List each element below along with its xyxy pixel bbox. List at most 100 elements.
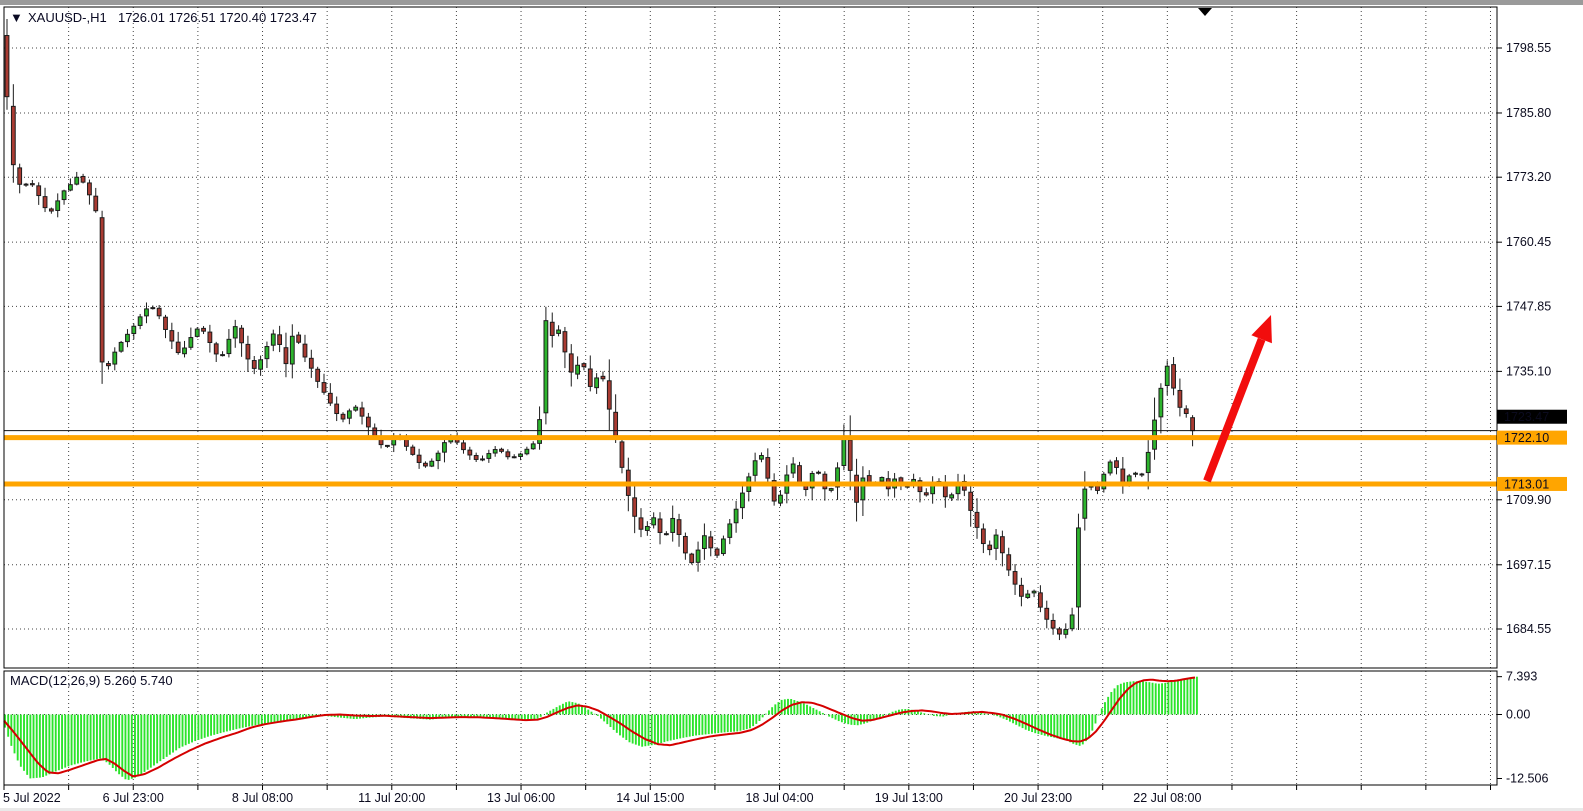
macd-tick-label: 0.00 <box>1506 708 1530 722</box>
candle-body <box>778 494 783 504</box>
time-tick-label: 5 Jul 2022 <box>3 791 61 805</box>
candle-body <box>1006 554 1012 571</box>
price-tag-box <box>1497 409 1567 424</box>
candle-body <box>353 406 359 411</box>
candle-body <box>182 347 187 355</box>
candle-body <box>150 307 156 310</box>
trend-arrow-head[interactable] <box>1251 315 1272 344</box>
candle-body <box>359 407 365 417</box>
candle-body <box>346 410 352 419</box>
candle-body <box>435 452 441 462</box>
candle-body <box>879 476 885 482</box>
candle-body <box>752 460 758 476</box>
candle-body <box>461 442 466 451</box>
time-tick-label: 8 Jul 08:00 <box>232 791 293 805</box>
candle-body <box>480 458 485 461</box>
price-chart[interactable]: 1798.55 1785.80 1773.20 1760.45 1747.85 1735.… <box>0 3 1583 811</box>
candle-body <box>270 333 276 346</box>
candle-body <box>1152 419 1157 450</box>
candle-body <box>987 544 993 551</box>
macd-tick-label: 7.393 <box>1506 670 1537 684</box>
candle-body <box>163 316 168 330</box>
main-panel-border <box>3 6 1498 669</box>
candle-body <box>385 444 390 447</box>
macd-panel-border <box>3 670 1498 786</box>
trend-arrow-shaft[interactable] <box>1203 337 1266 483</box>
candle-body <box>239 327 244 344</box>
time-axis[interactable]: 5 Jul 2022 6 Jul 23:00 8 Jul 08:00 11 Jul 2… <box>3 785 1491 805</box>
time-tick-label: 6 Jul 23:00 <box>103 791 164 805</box>
candle-body <box>651 517 657 526</box>
candle-body <box>80 175 86 183</box>
candle-body <box>993 534 999 549</box>
window-bottom-strip <box>0 808 1583 811</box>
candle-body <box>42 196 48 209</box>
trend-arrow-annotation[interactable] <box>1203 315 1272 483</box>
candle-body <box>1012 571 1018 585</box>
candle-body <box>1145 451 1151 474</box>
support-resistance-lines[interactable] <box>4 435 1497 487</box>
time-tick-label: 19 Jul 13:00 <box>875 791 943 805</box>
candle-body <box>404 439 409 447</box>
time-tick-label: 20 Jul 23:00 <box>1004 791 1072 805</box>
time-tick-label: 11 Jul 20:00 <box>358 791 425 805</box>
candle-body <box>771 480 777 502</box>
macd-signal-line <box>3 676 1196 778</box>
candle-body <box>1190 417 1195 432</box>
candle-body <box>816 471 821 474</box>
candle-body <box>600 375 606 380</box>
candle-body <box>663 533 669 536</box>
candle-body <box>169 330 175 342</box>
candle-body <box>974 511 980 528</box>
candle-body <box>809 472 815 489</box>
candle-body <box>606 380 612 410</box>
price-tick-label: 1709.90 <box>1506 493 1551 507</box>
chart-background <box>0 3 1583 811</box>
candle-body <box>980 528 986 545</box>
candle-body <box>1139 473 1145 476</box>
candle-body <box>727 523 733 538</box>
candle-body <box>594 377 600 389</box>
chart-titlebar: ▼ XAUUSD-,H1 1726.01 1726.51 1720.40 172… <box>10 10 317 25</box>
candle-body <box>1171 364 1176 389</box>
candle-body <box>36 185 42 197</box>
candle-body <box>740 492 745 509</box>
candle-body <box>112 351 118 365</box>
candle-body <box>1133 472 1138 475</box>
chart-title-ohlc: 1726.01 1726.51 1720.40 1723.47 <box>118 10 317 25</box>
candle-body <box>23 183 29 186</box>
candle-body <box>10 105 16 166</box>
candle-body <box>1114 460 1119 468</box>
candle-body <box>264 346 270 360</box>
candle-body <box>61 190 67 201</box>
candle-body <box>68 184 73 191</box>
candle-body <box>308 357 314 369</box>
candle-body <box>423 462 428 467</box>
candle-body <box>1107 461 1113 474</box>
price-axis[interactable]: 1798.55 1785.80 1773.20 1760.45 1747.85 1735.… <box>1497 41 1551 636</box>
candle-body <box>1057 628 1062 635</box>
candle-body <box>87 182 92 196</box>
candle-body <box>207 331 213 343</box>
macd-indicator-label: MACD(12,26,9) 5.260 5.740 <box>10 673 173 688</box>
candle-body <box>1019 584 1024 597</box>
chart-title-symbol: XAUUSD-,H1 <box>28 10 107 25</box>
candle-body <box>499 448 504 452</box>
price-tick-label: 1735.10 <box>1506 364 1551 378</box>
candle-body <box>492 449 498 454</box>
candle-body <box>556 329 561 334</box>
symbol-dropdown-icon[interactable]: ▼ <box>10 10 23 25</box>
candle-body <box>702 535 707 549</box>
candle-body <box>587 368 593 387</box>
candle-body <box>841 438 847 467</box>
candle-body <box>695 549 701 563</box>
candle-body <box>537 419 542 444</box>
candle-body <box>467 449 473 456</box>
candle-body <box>277 334 283 345</box>
candle-body <box>632 497 638 517</box>
price-tag-boxes: 1723.47 1722.10 1713.01 <box>1497 409 1567 491</box>
candle-body <box>644 525 650 531</box>
candle-body <box>790 463 796 474</box>
candle-body <box>714 548 720 556</box>
candle-body <box>524 448 530 455</box>
